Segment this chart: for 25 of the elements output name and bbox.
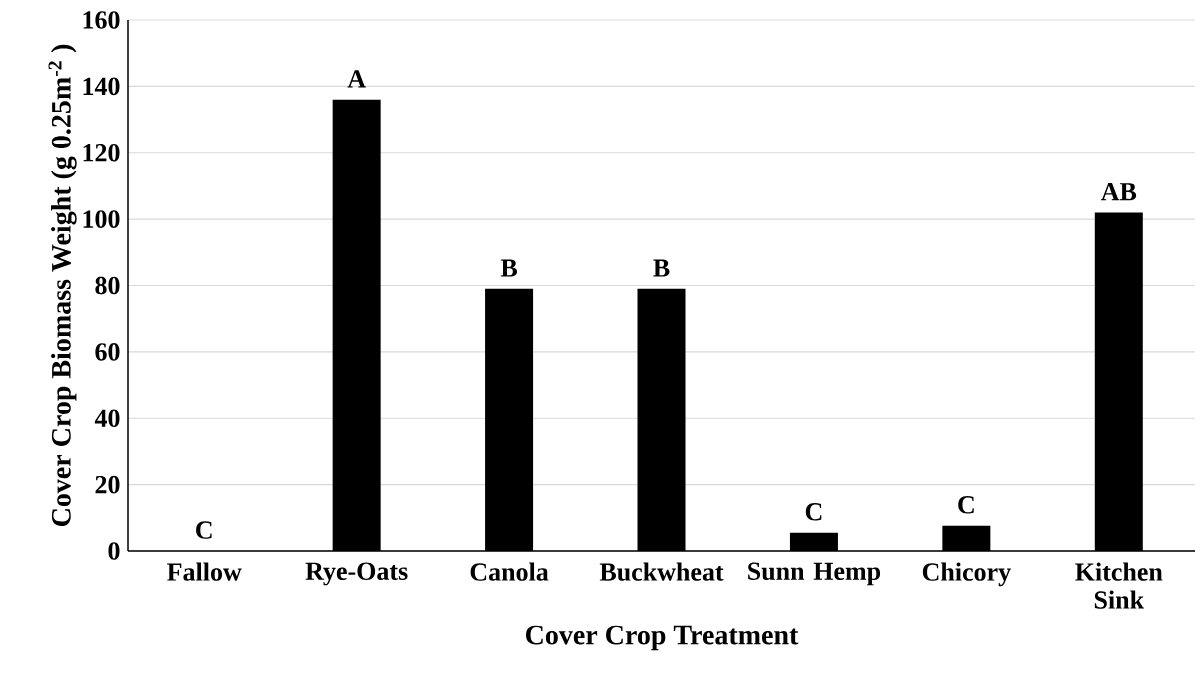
y-tick-label: 160 <box>83 11 120 29</box>
annotation: B <box>653 259 670 277</box>
x-axis-title: Cover Crop Treatment <box>526 625 799 651</box>
y-tick-label: 120 <box>83 143 120 162</box>
x-tick-label: Sunn Hemp <box>748 562 881 586</box>
x-tick-label: Rye-Oats <box>305 562 408 586</box>
x-tick-label: Chicory <box>922 562 1011 587</box>
annotation: C <box>958 496 974 514</box>
y-tick-label: 60 <box>95 343 120 361</box>
y-axis-title: Cover Crop Biomass Weight (g 0.25m$^{-2}$ ) <box>48 44 77 526</box>
annotation: C <box>805 503 822 521</box>
y-tick-label: 0 <box>108 542 120 560</box>
x-tick-label: Canola <box>470 562 549 581</box>
y-tick-label: 40 <box>94 409 120 428</box>
y-tick-label: 100 <box>83 210 120 228</box>
annotation: A <box>347 70 366 88</box>
x-tick-label: Kitchen Sink <box>1075 562 1163 609</box>
annotation: AB <box>1100 183 1137 201</box>
y-tick-label: 20 <box>95 475 120 494</box>
annotation: C <box>196 521 212 539</box>
x-tick-label: Buckwheat <box>599 562 724 581</box>
annotation: B <box>500 259 518 277</box>
y-tick-label: 140 <box>83 77 120 96</box>
x-tick-label: Fallow <box>167 562 242 581</box>
y-tick-label: 80 <box>95 276 120 295</box>
